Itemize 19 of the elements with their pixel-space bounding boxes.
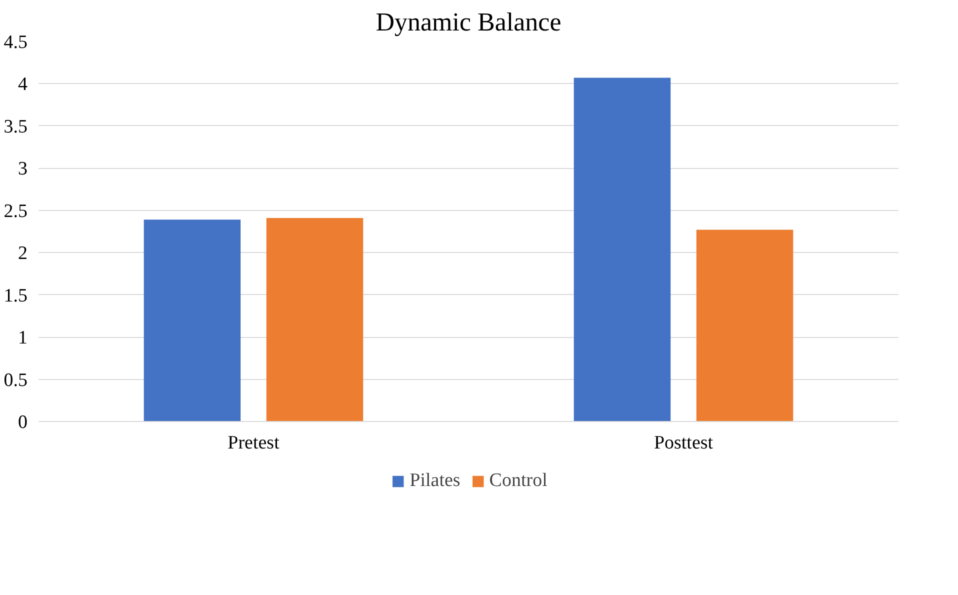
legend-label: Control xyxy=(489,470,548,492)
y-tick-label: 1.5 xyxy=(4,285,28,306)
y-tick-label: 2.5 xyxy=(4,200,28,222)
y-tick-label: 2 xyxy=(18,243,28,264)
bar xyxy=(696,230,794,422)
y-tick-label: 0.5 xyxy=(4,370,28,391)
y-tick-label: 4 xyxy=(18,74,28,96)
y-tick-label: 3 xyxy=(18,158,28,180)
bar xyxy=(144,220,241,422)
x-tick-label: Pretest xyxy=(228,432,280,454)
y-tick-label: 0 xyxy=(18,412,28,433)
legend-label: Pilates xyxy=(410,470,460,492)
x-tick-label: Posttest xyxy=(654,432,714,454)
chart-title: Dynamic Balance xyxy=(376,8,562,36)
bar xyxy=(574,78,671,422)
y-tick-label: 4.5 xyxy=(4,32,28,53)
bar xyxy=(266,218,364,422)
y-tick-label: 1 xyxy=(18,328,28,349)
y-tick-label: 3.5 xyxy=(4,116,28,138)
